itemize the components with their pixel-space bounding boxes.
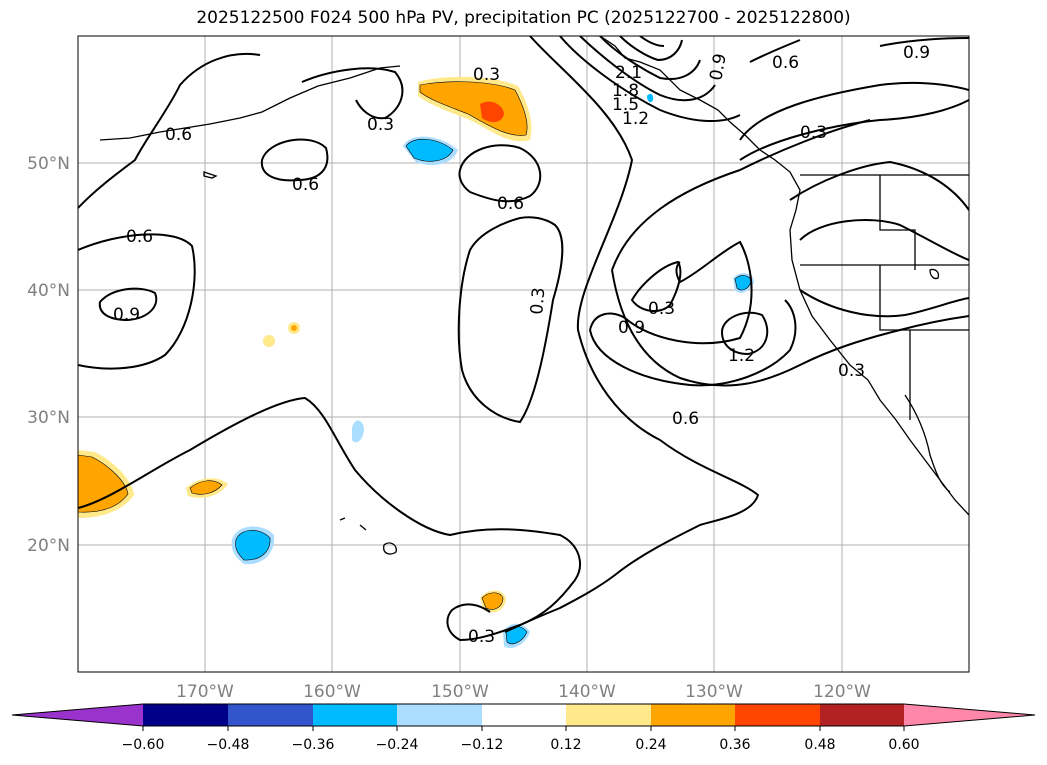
colorbar-tick-label: 0.12 xyxy=(550,737,581,753)
contour-label: 0.6 xyxy=(672,409,699,429)
colorbar-tick-label: 0.24 xyxy=(635,737,666,753)
contour-label: 1.2 xyxy=(728,346,755,366)
contour-label: 1.2 xyxy=(622,109,649,129)
colorbar-tick-label: 0.48 xyxy=(804,737,835,753)
colorbar-ticks xyxy=(142,726,905,731)
contour-labels: 0.3 0.3 0.6 0.6 0.6 0.6 0.9 0.3 0.3 0.9 … xyxy=(113,43,930,647)
contour-label: 0.3 xyxy=(838,361,865,381)
contour-label: 0.9 xyxy=(113,305,140,325)
contour-label: 0.3 xyxy=(648,299,675,319)
lon-label: 120°W xyxy=(813,682,871,702)
contour-label: 0.3 xyxy=(367,115,394,135)
longitude-labels: 170°W 160°W 150°W 140°W 130°W 120°W xyxy=(176,682,871,702)
pv-contours xyxy=(78,36,969,642)
colorbar-tick-label: −0.24 xyxy=(376,737,419,753)
coastlines xyxy=(99,36,969,555)
lon-label: 130°W xyxy=(685,682,743,702)
colorbar-segment xyxy=(397,704,482,726)
colorbar-segment xyxy=(566,704,651,726)
contour-label: 1.5 xyxy=(612,95,639,115)
colorbar-segment xyxy=(820,704,904,726)
lon-label: 160°W xyxy=(303,682,361,702)
precip-shading xyxy=(78,76,754,649)
colorbar-tick-label: −0.12 xyxy=(461,737,504,753)
contour-label: 0.3 xyxy=(473,65,500,85)
lat-label: 40°N xyxy=(27,281,70,301)
lat-label: 50°N xyxy=(27,154,70,174)
lon-label: 170°W xyxy=(176,682,234,702)
colorbar-extension-low xyxy=(12,704,143,726)
colorbar-segment xyxy=(482,704,566,726)
colorbar-tick-label: −0.36 xyxy=(292,737,335,753)
lon-label: 150°W xyxy=(431,682,489,702)
contour-label: 0.6 xyxy=(126,227,153,247)
contour-label: 0.3 xyxy=(527,287,549,316)
contour-label: 0.6 xyxy=(292,175,319,195)
colorbar-tick-label: 0.60 xyxy=(888,737,919,753)
lon-label: 140°W xyxy=(558,682,616,702)
contour-label: 0.9 xyxy=(903,43,930,63)
map-frame xyxy=(77,35,970,673)
lat-label: 30°N xyxy=(27,408,70,428)
colorbar: −0.60 −0.48 −0.36 −0.24 −0.12 0.12 0.24 … xyxy=(11,703,1036,753)
colorbar-segment xyxy=(228,704,313,726)
contour-label: 0.9 xyxy=(706,52,730,82)
lat-label: 20°N xyxy=(27,536,70,556)
latitude-labels: 50°N 40°N 30°N 20°N xyxy=(27,154,70,556)
contour-label: 0.3 xyxy=(800,123,827,143)
colorbar-tick-label: −0.48 xyxy=(207,737,250,753)
contour-label: 0.6 xyxy=(497,194,524,214)
contour-label: 0.6 xyxy=(772,53,799,73)
contour-label: 1.8 xyxy=(612,81,639,101)
map-background xyxy=(78,36,969,672)
contour-label: 0.9 xyxy=(618,318,645,338)
colorbar-segment xyxy=(143,704,228,726)
colorbar-segment xyxy=(313,704,397,726)
map-title: 2025122500 F024 500 hPa PV, precipitatio… xyxy=(196,8,851,28)
colorbar-segment xyxy=(651,704,735,726)
colorbar-extension-high xyxy=(904,704,1035,726)
contour-label: 0.3 xyxy=(468,627,495,647)
colorbar-tick-label: −0.60 xyxy=(122,737,165,753)
contour-label: 0.6 xyxy=(165,125,192,145)
contour-label: 2.1 xyxy=(615,63,642,83)
colorbar-segment xyxy=(735,704,820,726)
colorbar-tick-label: 0.36 xyxy=(719,737,750,753)
